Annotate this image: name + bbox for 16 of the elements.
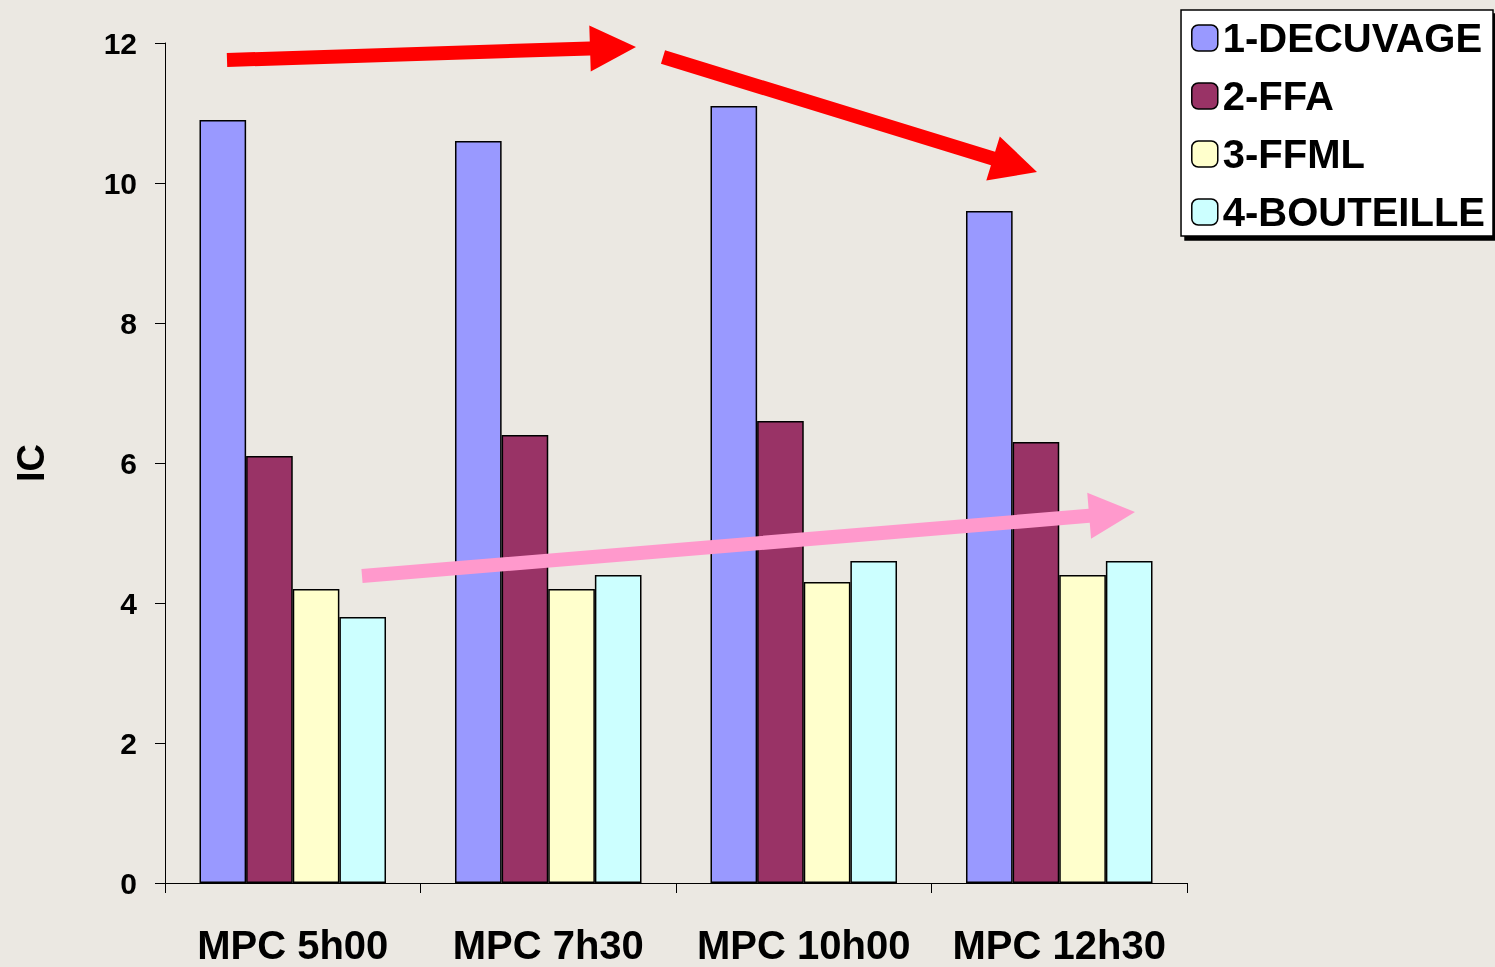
y-axis-title: IC xyxy=(10,444,52,482)
x-tick-label: MPC 7h30 xyxy=(452,923,644,967)
x-tick-label: MPC 12h30 xyxy=(952,923,1166,967)
x-tick-label: MPC 5h00 xyxy=(197,923,389,967)
y-tick-label: 0 xyxy=(120,866,137,900)
y-tick-label: 2 xyxy=(120,726,137,760)
y-tick-label: 4 xyxy=(120,586,138,620)
legend-label: 2-FFA xyxy=(1222,74,1334,118)
legend-label: 3-FFML xyxy=(1222,132,1365,176)
legend-label: 1-DECUVAGE xyxy=(1222,16,1483,60)
x-tick-label: MPC 10h00 xyxy=(697,923,911,967)
legend-label: 4-BOUTEILLE xyxy=(1222,190,1486,234)
y-tick-label: 10 xyxy=(103,166,137,200)
y-tick-label: 8 xyxy=(120,306,137,340)
y-tick-label: 12 xyxy=(103,26,137,60)
y-tick-label: 6 xyxy=(120,446,137,480)
